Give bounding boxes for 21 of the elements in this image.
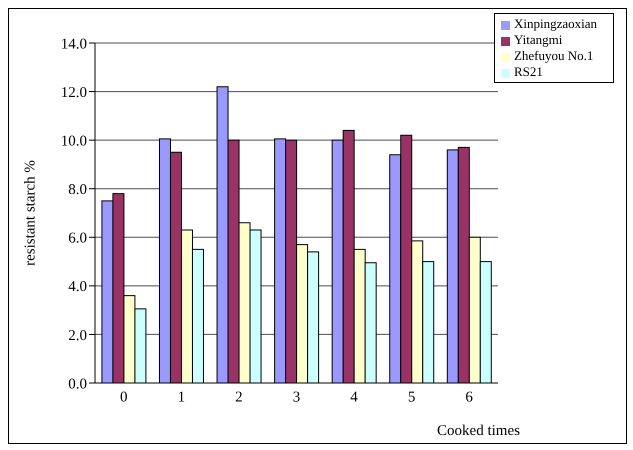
x-tick-label: 5 bbox=[408, 390, 416, 406]
x-axis-title: Cooked times bbox=[437, 423, 520, 439]
x-tick-label: 0 bbox=[120, 390, 128, 406]
x-tick-label: 3 bbox=[292, 390, 300, 406]
legend-label: Zhefuyou No.1 bbox=[514, 48, 594, 63]
y-tick-label: 10.0 bbox=[60, 133, 87, 150]
y-tick-label: 2.0 bbox=[68, 328, 87, 344]
y-tick-label: 6.0 bbox=[68, 230, 87, 247]
y-axis-title: resistant starch % bbox=[22, 160, 38, 266]
y-tick-label: 0.0 bbox=[68, 376, 87, 392]
legend-label: Yitangmi bbox=[514, 32, 562, 47]
x-tick-label: 1 bbox=[178, 390, 186, 406]
y-tick-label: 12.0 bbox=[60, 84, 87, 101]
y-tick-label: 14.0 bbox=[60, 36, 87, 52]
y-tick-label: 4.0 bbox=[68, 279, 87, 296]
legend-label: RS21 bbox=[514, 64, 543, 79]
x-tick-label: 2 bbox=[235, 390, 243, 406]
legend-label: Xinpingzaoxian bbox=[514, 16, 597, 31]
x-tick-label: 4 bbox=[350, 390, 358, 406]
y-tick-label: 8.0 bbox=[68, 182, 87, 198]
x-tick-label: 6 bbox=[465, 390, 474, 406]
